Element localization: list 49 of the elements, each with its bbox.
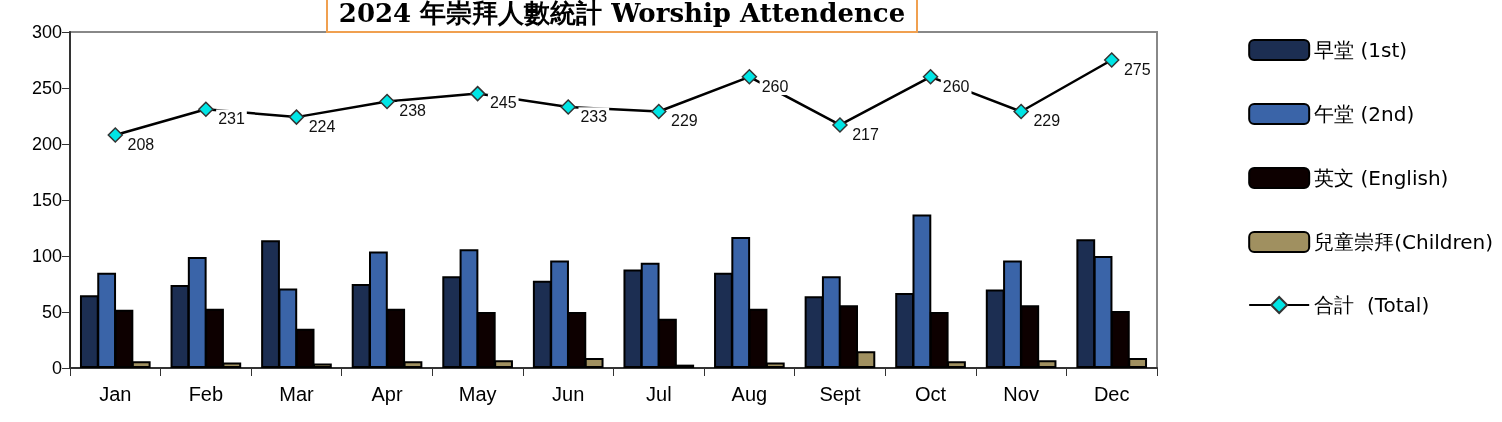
point (560, 99, 576, 115)
point (379, 93, 395, 110)
point (469, 85, 486, 102)
x-tick-label: May (458, 383, 497, 405)
x-tick-label: Jan (99, 383, 132, 405)
data-label: 238 (399, 102, 427, 120)
x-tick-label: Sept (819, 383, 861, 405)
legend-label: 英文 (English) (1314, 166, 1449, 190)
data-label: 217 (852, 125, 880, 143)
legend-label: 午堂 (2nd) (1314, 102, 1415, 126)
x-tick-label: Jul (646, 383, 672, 405)
y-tick-label: 0 (51, 358, 62, 378)
legend-label: 早堂 (1st) (1314, 38, 1408, 62)
legend-label: 合計 (Total) (1314, 293, 1430, 317)
data-label: 275 (1123, 60, 1151, 78)
y-tick-label: 200 (31, 134, 62, 154)
x-tick-label: Oct (914, 383, 947, 405)
point (288, 109, 305, 125)
x-tick-label: Dec (1093, 383, 1130, 405)
data-label: 260 (942, 77, 970, 95)
x-tick-label: Nov (1003, 383, 1039, 405)
x-tick-label: Apr (371, 383, 403, 405)
data-label: 224 (308, 117, 336, 135)
data-label: 229 (1033, 112, 1061, 130)
y-tick-label: 100 (31, 246, 62, 266)
data-label: 233 (580, 107, 608, 125)
chart-title: 2024 年崇拜人數統計 Worship Attendence (338, 0, 906, 28)
data-label: 229 (671, 112, 698, 130)
x-tick-label: Feb (188, 383, 224, 405)
point (651, 103, 667, 120)
point (107, 127, 124, 143)
point (832, 117, 848, 133)
point (198, 101, 214, 118)
point (1103, 52, 1120, 68)
point (1013, 103, 1029, 120)
x-tick-label: Jun (552, 383, 585, 405)
data-label: 231 (218, 110, 245, 128)
y-tick-label: 300 (31, 22, 62, 42)
x-tick-label: Aug (731, 383, 768, 405)
legend-label: 兒童崇拜(Children) (1314, 230, 1494, 254)
y-tick-label: 50 (41, 302, 62, 322)
point (741, 69, 758, 85)
data-label: 260 (761, 77, 789, 95)
y-tick-label: 250 (31, 78, 62, 98)
x-tick-label: Mar (279, 383, 315, 405)
data-label: 245 (489, 94, 517, 112)
y-tick-label: 150 (31, 190, 62, 210)
data-label: 208 (127, 135, 155, 153)
point (922, 69, 939, 85)
